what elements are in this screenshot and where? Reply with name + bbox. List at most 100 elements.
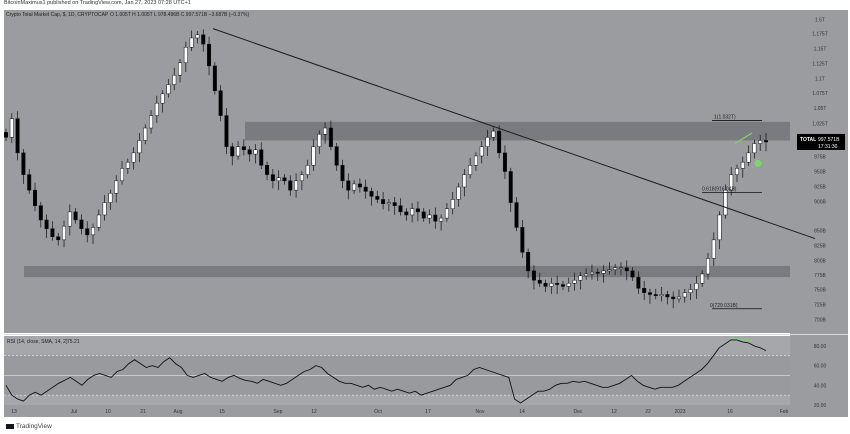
candle-body [253, 149, 258, 155]
candle-body [218, 90, 223, 116]
candle-body [752, 143, 757, 154]
price-tick-label: 925B [814, 184, 826, 190]
time-tick-label: Sep [274, 409, 283, 415]
candle-body [473, 155, 478, 166]
candle-body [230, 146, 235, 157]
publish-credit: BitcoinMaximus1 published on TradingView… [4, 0, 191, 6]
candle-body [398, 205, 403, 213]
candle-body [317, 133, 322, 147]
candle-body [439, 217, 444, 222]
candle-body [195, 34, 200, 39]
candle-body [4, 132, 8, 138]
candle-body [201, 34, 206, 45]
candle-body [392, 202, 397, 206]
time-tick-label: Jul [71, 409, 77, 415]
candle-body [584, 273, 589, 277]
candle-body [334, 146, 339, 166]
price-tick-label: 950B [814, 170, 826, 176]
price-tick-label: 850B [814, 229, 826, 235]
candle-body [27, 174, 32, 191]
candle-body [247, 149, 252, 155]
price-tick-label: 1.175T [812, 32, 828, 38]
candle-body [717, 214, 722, 241]
price-tick-label: 800B [814, 258, 826, 264]
candle-body [578, 275, 583, 281]
resistance-zone [245, 121, 790, 141]
candle-body [149, 115, 154, 129]
candle-body [508, 171, 513, 203]
candle-body [682, 292, 687, 298]
time-tick-label: Dec [574, 409, 583, 415]
rsi-tick-label: 40.00 [814, 383, 827, 389]
footer-brand-text: TradingView [16, 423, 52, 430]
candle-body [294, 180, 299, 191]
candle-body [259, 149, 264, 166]
main-panel-background [4, 10, 790, 333]
candle-body [676, 296, 681, 300]
candle-body [369, 191, 374, 197]
price-tick-label: 1.025T [812, 122, 828, 128]
candle-body [526, 252, 531, 272]
candle-body [357, 183, 362, 188]
candle-body [601, 270, 606, 274]
time-tick-label: Aug [174, 409, 183, 415]
candle-body [38, 205, 43, 221]
time-tick-label: Nov [476, 409, 485, 415]
candle-body [444, 208, 449, 219]
fib-label-1: 1(1.032T) [714, 115, 736, 121]
time-tick-label: 2023 [674, 409, 685, 415]
ohlc-readout: O 1.005T H 1.005T L 978.496B C 997.571B … [110, 12, 250, 18]
price-tick-label: 900B [814, 199, 826, 205]
price-tick-label: 700B [814, 317, 826, 323]
candle-body [479, 146, 484, 157]
candle-body [288, 180, 293, 191]
candle-body [108, 192, 113, 203]
candle-body [15, 118, 20, 154]
price-tick-label: 975B [814, 155, 826, 161]
candle-body [595, 271, 600, 274]
candle-body [282, 177, 287, 182]
candle-body [328, 127, 333, 147]
candle-body [723, 189, 728, 216]
candle-body [740, 161, 745, 169]
candle-body [410, 208, 415, 216]
candle-body [143, 127, 148, 141]
tradingview-logo-icon [6, 423, 14, 429]
price-axis-background [790, 10, 848, 405]
candle-body [531, 270, 536, 281]
candle-body [694, 283, 699, 290]
candle-body [340, 165, 345, 182]
candle-body [386, 202, 391, 205]
candle-body [212, 65, 217, 91]
price-tick-label: 1.075T [812, 91, 828, 97]
candle-body [665, 294, 670, 298]
candle-body [659, 294, 664, 296]
fib-label-0: 0(729.031B) [710, 303, 738, 309]
candle-body [514, 202, 519, 228]
candle-body [497, 130, 502, 154]
candle-body [224, 115, 229, 147]
candle-body [67, 211, 72, 227]
candle-body [549, 283, 554, 287]
time-tick-label: 16 [727, 409, 733, 415]
candle-body [607, 269, 612, 272]
time-tick-label: 12 [611, 409, 617, 415]
time-tick-label: 21 [140, 409, 146, 415]
candle-body [50, 228, 55, 237]
candle-body [537, 279, 542, 284]
current-price-value: 997.571B [818, 137, 840, 143]
candle-body [618, 267, 623, 270]
time-tick-label: 17 [425, 409, 431, 415]
candle-body [746, 152, 751, 163]
candle-body [735, 168, 739, 175]
candle-body [33, 189, 37, 206]
current-price-symbol: TOTAL [800, 137, 816, 143]
candle-body [270, 174, 275, 182]
price-tick-label: 750B [814, 288, 826, 294]
fib-label-0618: 0.618(916.04B) [702, 187, 737, 193]
candle-body [404, 211, 409, 216]
candle-body [44, 219, 49, 229]
footer-brand: TradingView [6, 423, 52, 430]
candle-body [276, 177, 281, 182]
